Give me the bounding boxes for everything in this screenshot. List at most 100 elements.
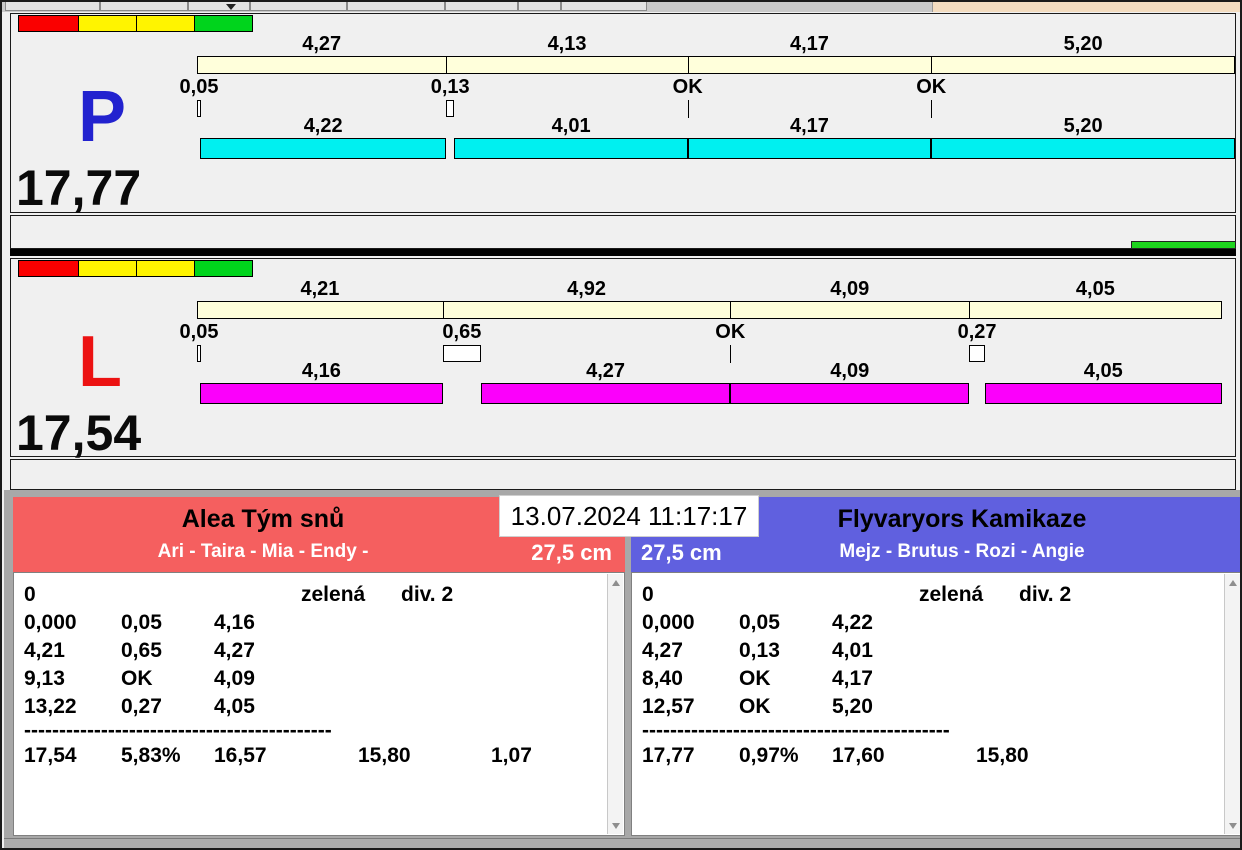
result-cell: 12,57 [642, 696, 695, 718]
crossing-time-label: OK [685, 322, 775, 342]
leg-bar [931, 138, 1235, 159]
interval-divider [931, 56, 932, 74]
flyball-timing-window: 4,270,054,224,130,134,014,17OK4,175,20OK… [0, 0, 1242, 850]
result-cell: div. 2 [1019, 584, 1071, 606]
arrow-down-icon [1229, 823, 1237, 829]
interval-time-label: 4,17 [688, 34, 932, 54]
result-cell: 4,01 [832, 640, 873, 662]
result-cell: 5,20 [832, 696, 873, 718]
result-cell: 4,22 [832, 612, 873, 634]
arrow-up-icon [612, 580, 620, 586]
status-light [78, 260, 137, 277]
result-total-cell: 1,07 [491, 745, 532, 767]
result-cell: 4,27 [642, 640, 683, 662]
leg-time-label: 4,09 [730, 361, 969, 381]
status-light [136, 260, 195, 277]
lane-letter: L [78, 326, 120, 398]
leg-time-label: 4,05 [985, 361, 1222, 381]
status-light [18, 260, 79, 277]
leg-time-label: 4,01 [454, 116, 688, 136]
leg-bar [481, 383, 730, 404]
crossing-gap-marker [446, 100, 454, 117]
result-cell: 9,13 [24, 668, 65, 690]
crossing-time-label: OK [886, 77, 976, 97]
result-cell: OK [739, 696, 771, 718]
scroll-down-button[interactable] [608, 817, 623, 834]
scroll-down-button[interactable] [1225, 817, 1240, 834]
lane-graphics: 4,270,054,224,130,134,014,17OK4,175,20OK… [2, 2, 1242, 492]
crossing-gap-marker [443, 345, 481, 362]
crossing-gap-marker [197, 100, 201, 117]
interval-time-label: 4,27 [197, 34, 446, 54]
interval-divider [730, 301, 731, 319]
result-cell: 0,05 [739, 612, 780, 634]
result-cell: div. 2 [401, 584, 453, 606]
leg-time-label: 4,17 [688, 116, 932, 136]
datetime-display: 13.07.2024 11:17:17 [499, 495, 759, 537]
leg-bar [985, 383, 1222, 404]
interval-time-label: 4,05 [969, 279, 1221, 299]
result-separator: ----------------------------------------… [642, 720, 950, 742]
arrow-down-icon [612, 823, 620, 829]
result-cell: zelená [919, 584, 983, 606]
result-total-cell: 16,57 [214, 745, 267, 767]
status-light [194, 15, 253, 32]
crossing-time-label: 0,05 [154, 322, 244, 342]
result-cell: 4,05 [214, 696, 255, 718]
team-left-height: 27,5 cm [417, 540, 612, 566]
result-total-cell: 5,83% [121, 745, 181, 767]
lane-letter: P [78, 81, 124, 153]
crossing-time-label: 0,27 [932, 322, 1022, 342]
leg-time-label: 4,27 [481, 361, 730, 381]
leg-time-label: 4,16 [200, 361, 443, 381]
bottom-status-strip [4, 838, 1240, 850]
result-cell: 4,21 [24, 640, 65, 662]
result-cell: 4,16 [214, 612, 255, 634]
leg-bar [688, 138, 932, 159]
crossing-time-label: 0,13 [405, 77, 495, 97]
leg-bar [730, 383, 969, 404]
interval-time-label: 4,92 [443, 279, 730, 299]
status-light [18, 15, 79, 32]
lane-total-time: 17,54 [16, 408, 141, 458]
result-cell: 0,65 [121, 640, 162, 662]
crossing-time-label: 0,05 [154, 77, 244, 97]
scrollbar[interactable] [607, 574, 623, 834]
interval-divider [446, 56, 447, 74]
team-left-name: Alea Tým snů [13, 505, 513, 534]
result-cell: 13,22 [24, 696, 77, 718]
result-total-cell: 17,77 [642, 745, 695, 767]
crossing-time-label: 0,65 [417, 322, 507, 342]
interval-time-label: 4,09 [730, 279, 969, 299]
result-cell: 0 [642, 584, 654, 606]
arrow-up-icon [1229, 580, 1237, 586]
crossing-gap-marker [969, 345, 985, 362]
scrollbar[interactable] [1224, 574, 1240, 834]
scroll-up-button[interactable] [608, 574, 623, 591]
result-cell: OK [121, 668, 153, 690]
result-cell: 0,13 [739, 640, 780, 662]
interval-time-label: 4,13 [446, 34, 687, 54]
leg-time-label: 5,20 [931, 116, 1235, 136]
interval-bar [197, 301, 1222, 319]
team-right-height: 27,5 cm [641, 540, 781, 566]
status-light [194, 260, 253, 277]
result-total-cell: 17,60 [832, 745, 885, 767]
result-cell: 4,09 [214, 668, 255, 690]
team-left-results[interactable]: 0zelenádiv. 20,0000,054,164,210,654,279,… [13, 572, 625, 836]
result-cell: 0,27 [121, 696, 162, 718]
scroll-up-button[interactable] [1225, 574, 1240, 591]
leg-bar [200, 383, 443, 404]
result-cell: 0,05 [121, 612, 162, 634]
result-total-cell: 15,80 [358, 745, 411, 767]
result-cell: OK [739, 668, 771, 690]
interval-time-label: 5,20 [931, 34, 1235, 54]
team-right-results[interactable]: 0zelenádiv. 20,0000,054,224,270,134,018,… [631, 572, 1242, 836]
leg-bar [454, 138, 688, 159]
result-cell: 0 [24, 584, 36, 606]
result-cell: 4,17 [832, 668, 873, 690]
result-cell: 0,000 [642, 612, 695, 634]
crossing-gap-marker [197, 345, 201, 362]
result-total-cell: 17,54 [24, 745, 77, 767]
interval-divider [443, 301, 444, 319]
